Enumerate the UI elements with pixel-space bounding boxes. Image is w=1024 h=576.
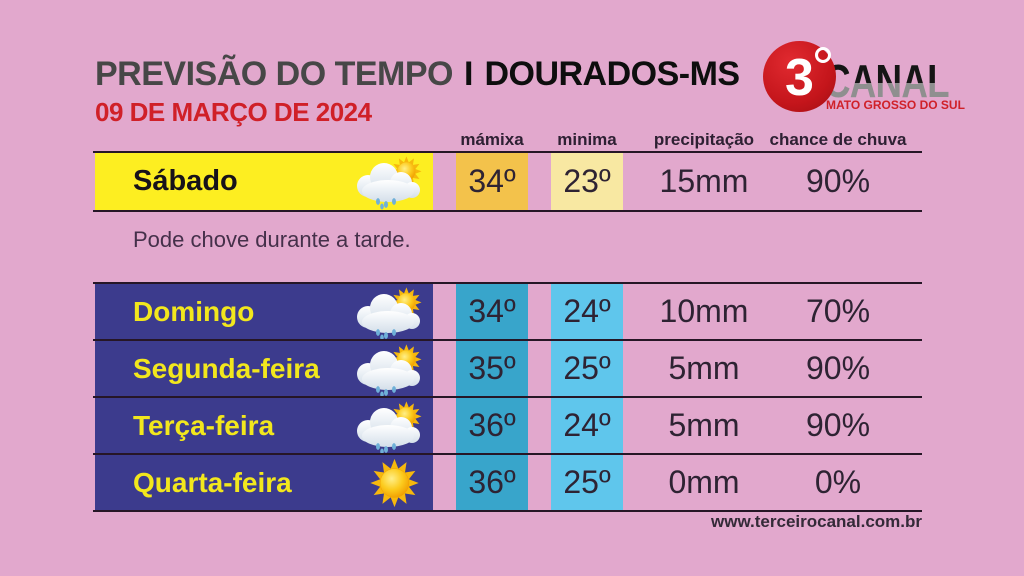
- page-title: PREVISÃO DO TEMPO I DOURADOS-MS: [95, 55, 740, 94]
- sun-rain-cloud-icon: [348, 343, 428, 398]
- channel-logo: 3 CANAL MATO GROSSO DO SUL: [760, 38, 965, 120]
- column-header-rain-chance: chance de chuva: [769, 130, 907, 149]
- column-header-precipitation: precipitação: [653, 130, 755, 149]
- max-temp: 34º: [456, 153, 528, 210]
- divider-line: [93, 210, 922, 212]
- logo-name: CANAL: [824, 55, 950, 107]
- rain-chance-value: 90%: [805, 407, 871, 443]
- sun-rain-cloud-icon: [348, 286, 428, 341]
- column-header-min: minima: [557, 130, 617, 149]
- min-temp: 23º: [551, 153, 623, 210]
- min-temp: 24º: [551, 284, 623, 339]
- divider-line: [93, 453, 922, 455]
- sun-icon: [368, 457, 421, 509]
- logo-region: MATO GROSSO DO SUL: [826, 98, 965, 112]
- rain-chance-value: 70%: [805, 293, 871, 329]
- day-label: Segunda-feira: [133, 352, 320, 384]
- precipitation-value: 15mm: [659, 163, 749, 199]
- divider-line: [93, 282, 922, 284]
- forecast-row-wednesday: Quarta-feira 36º 25º 0mm 0%: [95, 455, 922, 510]
- rain-chance-value: 90%: [805, 163, 871, 199]
- logo-degree-mark-icon: [815, 47, 831, 63]
- min-temp: 25º: [551, 341, 623, 396]
- precipitation-value: 5mm: [668, 350, 740, 386]
- max-temp: 34º: [456, 284, 528, 339]
- sun-rain-cloud-icon: [348, 155, 428, 210]
- day-label: Quarta-feira: [133, 466, 292, 498]
- forecast-date: 09 DE MARÇO DE 2024: [95, 97, 372, 127]
- precipitation-value: 0mm: [668, 464, 740, 500]
- max-temp: 36º: [456, 455, 528, 510]
- divider-line: [93, 151, 922, 153]
- day-label: Terça-feira: [133, 409, 275, 441]
- logo-circle: 3: [763, 41, 836, 112]
- title-main: PREVISÃO DO TEMPO: [95, 55, 454, 93]
- divider-line: [93, 396, 922, 398]
- forecast-row-monday: Segunda-feira: [95, 341, 922, 398]
- column-header-max: mámixa: [460, 130, 524, 149]
- day-label: Sábado: [133, 165, 238, 197]
- footer-url: www.terceirocanal.com.br: [711, 512, 922, 531]
- precipitation-value: 10mm: [659, 293, 749, 329]
- day-label: Domingo: [133, 295, 255, 327]
- divider-line: [93, 510, 922, 512]
- forecast-note: Pode chove durante a tarde.: [133, 227, 411, 252]
- max-temp: 35º: [456, 341, 528, 396]
- min-temp: 25º: [551, 455, 623, 510]
- title-separator: I: [464, 55, 474, 93]
- logo-number: 3: [785, 48, 814, 107]
- rain-chance-value: 0%: [814, 464, 862, 500]
- max-temp: 36º: [456, 398, 528, 453]
- forecast-row-sunday: Domingo: [95, 284, 922, 341]
- min-temp: 24º: [551, 398, 623, 453]
- title-location: DOURADOS-MS: [484, 55, 740, 93]
- sun-rain-cloud-icon: [348, 400, 428, 455]
- column-headers: mámixa minima precipitação chance de chu…: [95, 129, 922, 151]
- rain-chance-value: 90%: [805, 350, 871, 386]
- divider-line: [93, 339, 922, 341]
- forecast-row-saturday: Sábado: [95, 153, 922, 210]
- precipitation-value: 5mm: [668, 407, 740, 443]
- forecast-row-tuesday: Terça-feira: [95, 398, 922, 455]
